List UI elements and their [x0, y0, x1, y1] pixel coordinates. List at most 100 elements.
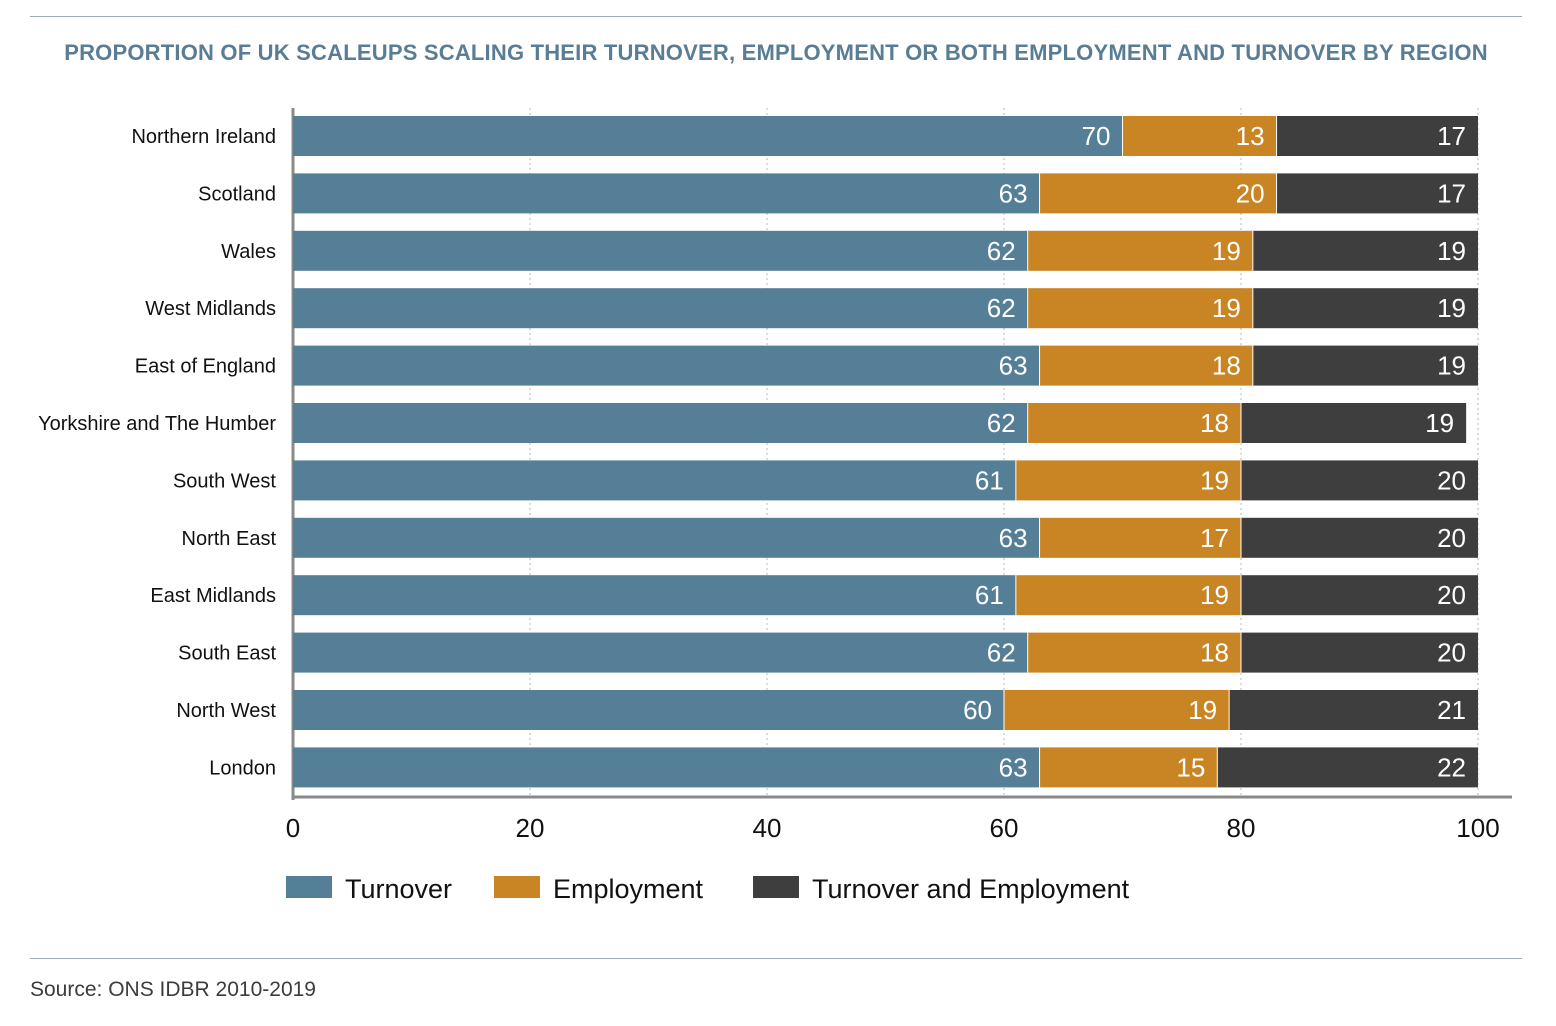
category-label: London [209, 757, 276, 779]
bar-segment [293, 460, 1016, 501]
data-label: 19 [1200, 580, 1229, 610]
legend-swatch [286, 876, 332, 898]
bar-segment [293, 747, 1040, 788]
category-label: East of England [135, 356, 276, 378]
data-label: 63 [999, 752, 1028, 782]
chart-title: PROPORTION OF UK SCALEUPS SCALING THEIR … [64, 40, 1488, 65]
category-label: Yorkshire and The Humber [38, 413, 276, 435]
bar-segment [1122, 116, 1277, 156]
data-label: 63 [999, 351, 1028, 381]
bar-segment [1039, 173, 1277, 214]
data-label: 18 [1200, 638, 1229, 668]
x-tick-label: 40 [753, 813, 782, 843]
data-label: 20 [1437, 638, 1466, 668]
data-label: 22 [1437, 752, 1466, 782]
data-label: 19 [1437, 351, 1466, 381]
bar-segment [1241, 575, 1478, 616]
bar-segment [1241, 632, 1478, 673]
bar-segment [1252, 230, 1478, 271]
source-note: Source: ONS IDBR 2010-2019 [30, 978, 316, 1001]
data-label: 62 [987, 293, 1016, 323]
data-label: 21 [1437, 695, 1466, 725]
data-label: 19 [1212, 293, 1241, 323]
bottom-divider [30, 958, 1522, 959]
data-label: 61 [975, 465, 1004, 495]
data-label: 63 [999, 523, 1028, 553]
bar-segment [1229, 690, 1478, 730]
bar-segment [293, 116, 1123, 156]
legend-swatch [753, 876, 799, 898]
data-label: 20 [1437, 523, 1466, 553]
data-label: 62 [987, 236, 1016, 266]
data-label: 17 [1437, 121, 1466, 151]
category-label: North West [176, 700, 276, 722]
data-label: 17 [1200, 523, 1229, 553]
category-label: East Midlands [150, 585, 276, 607]
bar-segment [293, 345, 1040, 386]
bar-segment [1039, 345, 1253, 386]
category-label: South East [178, 643, 276, 665]
data-label: 63 [999, 178, 1028, 208]
top-divider [30, 16, 1522, 17]
bar-segment [1027, 230, 1253, 271]
data-label: 18 [1200, 408, 1229, 438]
bar-segment [1276, 116, 1478, 156]
bar-segment [293, 632, 1028, 673]
bar-segment [1039, 517, 1241, 558]
legend-label: Employment [553, 874, 704, 904]
data-label: 19 [1212, 236, 1241, 266]
bar-segment [1276, 173, 1478, 214]
bar-segment [1241, 517, 1478, 558]
data-label: 60 [963, 695, 992, 725]
data-label: 20 [1236, 178, 1265, 208]
bar-segment [293, 230, 1028, 271]
data-label: 61 [975, 580, 1004, 610]
x-tick-label: 20 [516, 813, 545, 843]
bar-segment [293, 517, 1040, 558]
data-label: 18 [1212, 351, 1241, 381]
data-label: 19 [1437, 236, 1466, 266]
category-label: Northern Ireland [131, 126, 276, 148]
bar-segment [293, 690, 1004, 730]
category-label: North East [182, 528, 277, 550]
legend-swatch [494, 876, 540, 898]
x-tick-label: 60 [990, 813, 1019, 843]
category-label: Scotland [198, 183, 276, 205]
data-label: 62 [987, 638, 1016, 668]
bar-segment [293, 403, 1028, 443]
data-label: 17 [1437, 178, 1466, 208]
category-label: Wales [221, 241, 276, 263]
bar-segment [1252, 345, 1478, 386]
legend-label: Turnover [345, 874, 452, 904]
bar-segment [1241, 403, 1467, 443]
bar-segment [1027, 403, 1241, 443]
bar-segment [293, 288, 1028, 329]
bar-segment [1252, 288, 1478, 329]
bar-segment [1039, 747, 1218, 788]
x-tick-label: 100 [1456, 813, 1499, 843]
bar-segment [1015, 575, 1241, 616]
bar-segment [1241, 460, 1478, 501]
data-label: 19 [1437, 293, 1466, 323]
bar-segment [1217, 747, 1478, 788]
category-label: South West [173, 470, 276, 492]
data-label: 70 [1082, 121, 1111, 151]
x-tick-label: 0 [286, 813, 300, 843]
data-label: 20 [1437, 580, 1466, 610]
bar-segment [1027, 632, 1241, 673]
bar-segment [1004, 690, 1230, 730]
bar-segment [293, 575, 1016, 616]
bar-segment [1027, 288, 1253, 329]
data-label: 19 [1200, 465, 1229, 495]
data-label: 20 [1437, 465, 1466, 495]
data-label: 15 [1176, 752, 1205, 782]
legend-label: Turnover and Employment [812, 874, 1130, 904]
bar-segment [293, 173, 1040, 214]
bar-segment [1015, 460, 1241, 501]
data-label: 19 [1425, 408, 1454, 438]
category-label: West Midlands [145, 298, 276, 320]
x-tick-label: 80 [1227, 813, 1256, 843]
data-label: 62 [987, 408, 1016, 438]
data-label: 13 [1236, 121, 1265, 151]
